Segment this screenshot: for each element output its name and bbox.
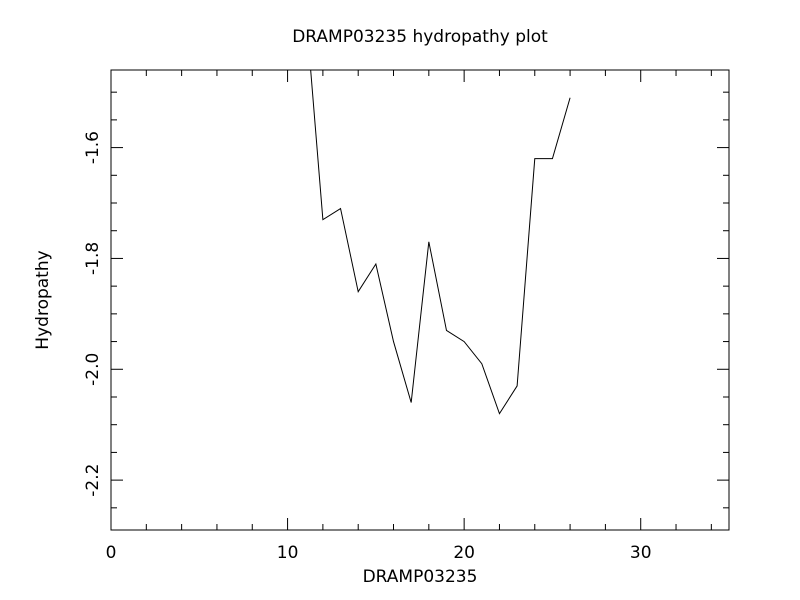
y-axis-label: Hydropathy — [33, 250, 53, 349]
x-axis-label: DRAMP03235 — [363, 567, 478, 587]
y-tick-label: -1.6 — [83, 131, 103, 164]
data-line — [310, 70, 571, 415]
y-tick-label: -1.8 — [83, 242, 103, 275]
x-tick-label: 30 — [630, 543, 652, 563]
x-tick-label: 0 — [106, 543, 117, 563]
x-tick-label: 20 — [453, 543, 475, 563]
x-tick-label: 10 — [277, 543, 299, 563]
plot-frame — [110, 69, 730, 531]
y-tick-label: -2.0 — [83, 353, 103, 386]
y-tick-label: -2.2 — [83, 464, 103, 497]
chart-title: DRAMP03235 hydropathy plot — [292, 27, 548, 47]
